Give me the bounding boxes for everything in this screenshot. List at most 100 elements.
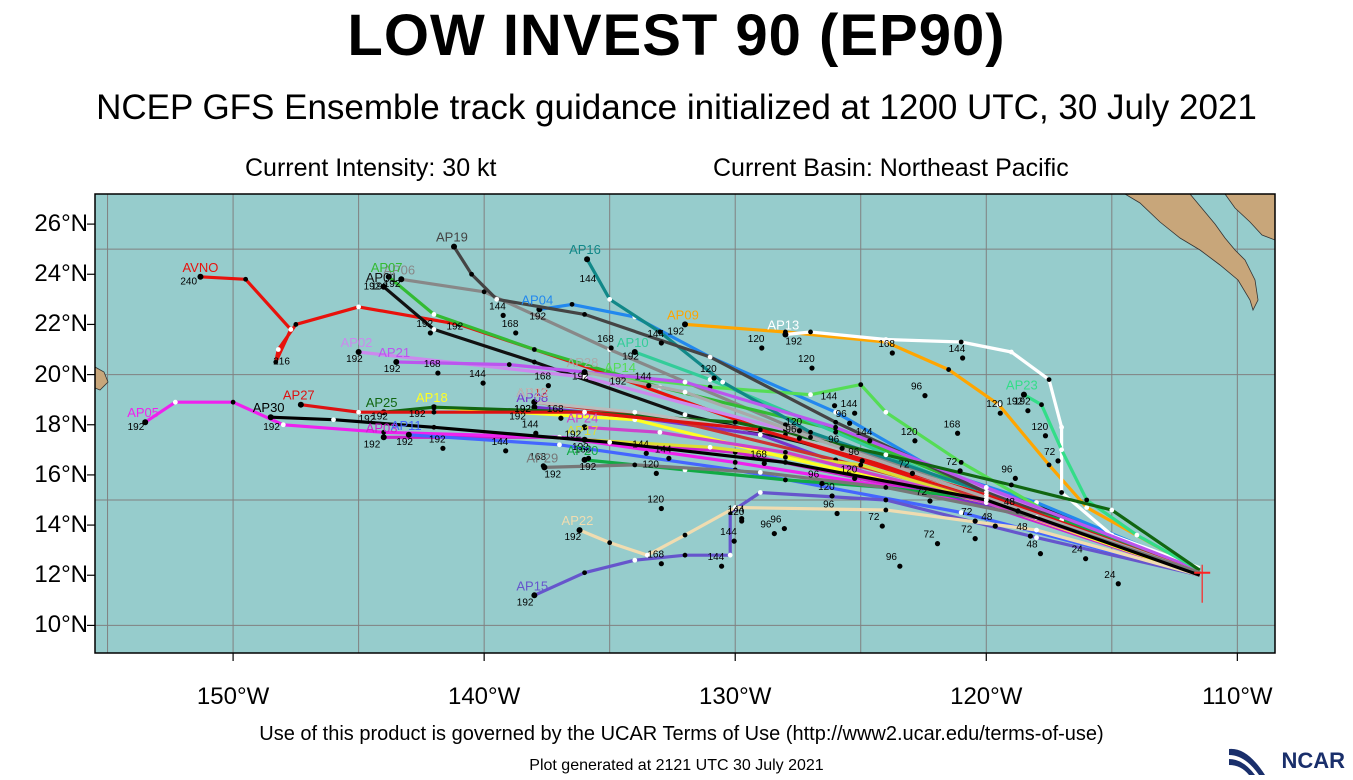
member-label-ap29: AP29 — [526, 450, 558, 465]
track-point — [381, 429, 387, 435]
forecast-hour-label: 72 — [1044, 447, 1056, 458]
track-point — [172, 399, 178, 405]
track-point — [983, 485, 989, 490]
track-point — [557, 442, 562, 448]
track-point — [1109, 507, 1115, 513]
forecast-hour-point — [513, 330, 519, 336]
forecast-hour-label: 192 — [1006, 397, 1023, 408]
longitude-tick-label: 110°W — [1202, 683, 1273, 710]
forecast-hour-label: 144 — [856, 427, 873, 438]
forecast-hour-label: 96 — [770, 515, 782, 526]
track-point — [481, 289, 487, 295]
track-point — [1039, 402, 1044, 408]
forecast-hour-label: 120 — [785, 417, 802, 428]
forecast-hour-label: 192 — [364, 281, 381, 292]
forecast-hour-label: 120 — [818, 482, 835, 493]
track-point — [707, 377, 713, 383]
track-end-point — [451, 243, 458, 250]
forecast-hour-point — [545, 383, 551, 389]
forecast-hour-label: 168 — [502, 319, 519, 330]
track-point — [582, 409, 587, 415]
member-label-ap05: AP05 — [127, 405, 159, 420]
track-point — [1008, 482, 1014, 488]
member-label-ap08: AP08 — [516, 390, 548, 405]
forecast-hour-point — [796, 428, 803, 434]
track-point — [569, 301, 575, 307]
track-end-point — [531, 404, 538, 411]
track-end-point — [398, 276, 405, 283]
ensemble-tracks — [142, 243, 1211, 603]
track-point — [280, 422, 286, 428]
forecast-hour-label: 144 — [635, 372, 652, 383]
forecast-hour-label: 192 — [667, 326, 684, 337]
track-point — [1059, 447, 1064, 453]
forecast-hour-label: 192 — [509, 412, 526, 423]
forecast-hour-point — [1042, 433, 1049, 439]
mexico-landmass — [1224, 194, 1275, 241]
forecast-hour-label: 144 — [949, 344, 966, 355]
forecast-hour-labels: 1201441681201441689612014416812014472964… — [416, 301, 1121, 587]
track-end-point — [297, 401, 304, 408]
forecast-hour-label: 168 — [529, 452, 546, 463]
member-label-ap24: AP24 — [567, 410, 599, 425]
forecast-hour-label: 72 — [946, 457, 958, 468]
track-point — [582, 570, 587, 576]
track-point — [958, 339, 964, 345]
forecast-hour-label: 192 — [416, 319, 433, 330]
latitude-tick-label: 14°N — [34, 511, 88, 539]
forecast-hour-point — [922, 393, 928, 399]
track-end-point — [385, 273, 392, 280]
forecast-hour-label: 192 — [517, 597, 534, 608]
forecast-hour-point — [771, 530, 777, 537]
member-label-ap13: AP13 — [767, 317, 799, 332]
track-ap13 — [785, 330, 1201, 570]
current-intensity: Current Intensity: 30 kt — [245, 154, 497, 182]
track-point — [273, 359, 279, 365]
track-point — [682, 379, 688, 385]
forecast-hour-label: 96 — [823, 500, 835, 511]
ncar-logo-text: NCAR — [1281, 748, 1345, 773]
track-point — [682, 412, 688, 418]
forecast-hour-label: 144 — [492, 437, 509, 448]
track-point — [682, 552, 688, 558]
track-point — [757, 432, 763, 438]
forecast-hour-label: 96 — [808, 469, 820, 480]
current-basin: Current Basin: Northeast Pacific — [713, 154, 1069, 182]
forecast-hour-point — [829, 493, 835, 499]
forecast-hour-label: 48 — [1004, 497, 1016, 508]
track-point — [632, 462, 638, 468]
hawaii-island — [95, 366, 109, 391]
forecast-hour-point — [503, 448, 509, 454]
member-label-ap03: AP03 — [366, 420, 398, 435]
forecast-hour-point — [608, 345, 614, 351]
forecast-hour-point — [558, 415, 564, 421]
track-point — [858, 462, 864, 468]
track-point — [883, 337, 889, 342]
forecast-hour-label: 72 — [916, 487, 928, 498]
map-title: LOW INVEST 90 (EP90) — [347, 3, 1006, 68]
track-point — [506, 362, 512, 367]
track-ap21 — [396, 360, 1201, 572]
member-label-ap23: AP23 — [1006, 378, 1038, 393]
member-label-ap11: AP11 — [391, 418, 422, 433]
latitude-tick-label: 18°N — [34, 410, 88, 438]
forecast-hour-label: 168 — [424, 359, 441, 370]
track-point — [833, 429, 839, 435]
forecast-hour-label: 144 — [720, 527, 737, 538]
landmass — [95, 194, 1275, 391]
forecast-hour-point — [960, 355, 966, 361]
axis-tickmarks — [87, 223, 1238, 661]
forecast-hour-label: 48 — [1016, 522, 1028, 533]
forecast-hour-point — [1083, 556, 1089, 562]
track-point — [682, 532, 688, 538]
member-label-ap21: AP21 — [378, 345, 410, 360]
forecast-hour-label: 192 — [572, 442, 589, 453]
track-point — [431, 311, 437, 317]
forecast-hour-label: 120 — [647, 495, 664, 506]
terms-of-use-notice: Use of this product is governed by the U… — [259, 723, 1104, 745]
forecast-hour-label: 192 — [514, 404, 531, 415]
track-point — [1059, 490, 1064, 495]
track-point — [783, 422, 788, 428]
forecast-hour-point — [646, 383, 652, 389]
